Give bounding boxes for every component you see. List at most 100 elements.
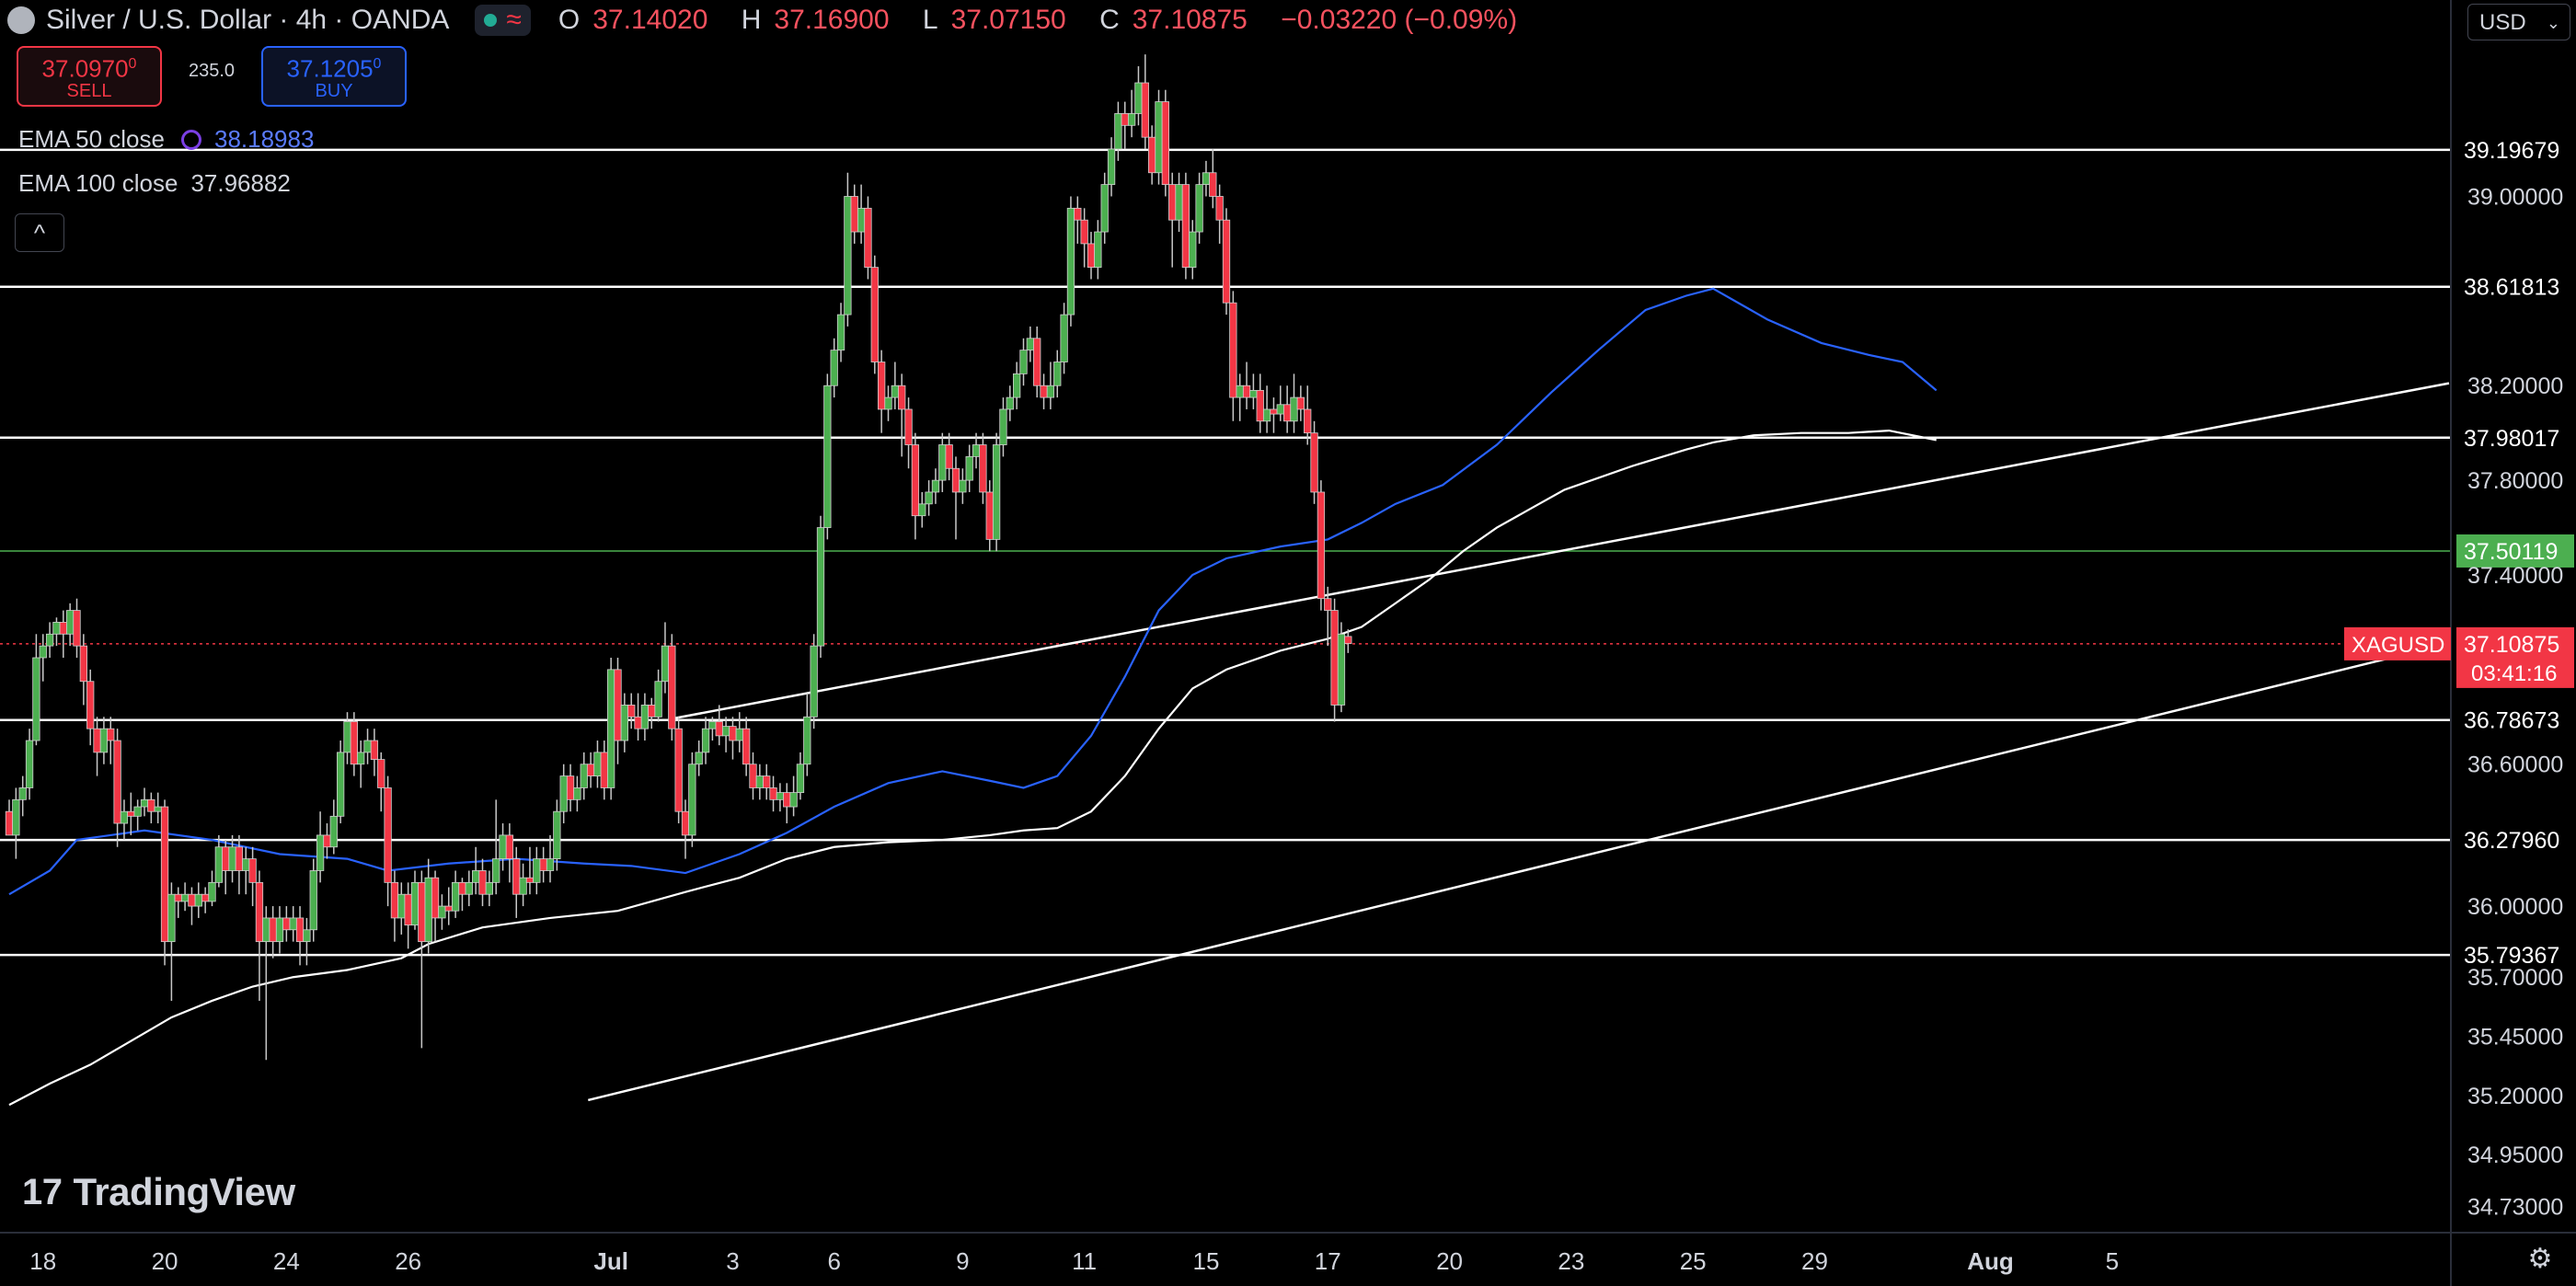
level-label: 38.61813 <box>2464 275 2559 301</box>
settings-icon[interactable]: ⚙ <box>2527 1244 2553 1274</box>
candle-body <box>309 870 317 931</box>
candle-body <box>390 881 399 919</box>
candle-body <box>1256 389 1264 422</box>
y-tick-label: 37.40000 <box>2467 563 2563 589</box>
x-tick-label: 15 <box>1192 1247 1219 1275</box>
candle-body <box>93 728 101 753</box>
y-tick-label: 35.70000 <box>2467 965 2563 991</box>
x-tick-label: Aug <box>1967 1247 2014 1275</box>
candle-body <box>1046 385 1055 398</box>
candle-body <box>1006 396 1014 410</box>
candle-body <box>951 467 960 493</box>
candle-body <box>830 350 838 386</box>
collapse-legend-button[interactable]: ^ <box>15 213 64 252</box>
candle-body <box>1262 408 1271 422</box>
x-tick-label: 25 <box>1680 1247 1707 1275</box>
buy-button[interactable]: 37.12050 BUY <box>261 46 407 107</box>
candle-body <box>648 705 656 718</box>
candle-body <box>1161 101 1169 186</box>
candle-body <box>12 798 20 836</box>
candle-body <box>1337 633 1346 706</box>
y-tick-label: 39.00000 <box>2467 184 2563 210</box>
candle-body <box>742 728 751 765</box>
x-tick-label: 20 <box>1436 1247 1463 1275</box>
candle-body <box>25 740 34 788</box>
candle-body <box>1242 385 1251 398</box>
candle-body <box>1175 184 1183 221</box>
candle-body <box>965 455 973 481</box>
y-tick-label: 34.95000 <box>2467 1142 2563 1168</box>
candle-body <box>1181 184 1190 269</box>
ema50-legend[interactable]: EMA 50 close 38.18983 <box>18 125 315 153</box>
candle-body <box>478 870 487 895</box>
candle-body <box>66 610 75 635</box>
x-tick-label: 20 <box>152 1247 178 1275</box>
candle-body <box>729 726 737 741</box>
candle-body <box>1094 231 1102 269</box>
ema100-legend[interactable]: EMA 100 close 37.96882 <box>18 169 291 197</box>
trendline <box>669 382 2450 721</box>
candle-body <box>999 408 1007 445</box>
x-tick-label: 6 <box>827 1247 840 1275</box>
sell-button[interactable]: 37.09700 SELL <box>17 46 162 107</box>
candle-body <box>959 479 967 493</box>
candle-body <box>1270 408 1278 415</box>
candle-body <box>911 444 920 517</box>
candle-body <box>1195 184 1203 233</box>
candle-body <box>735 728 743 741</box>
candle-body <box>275 917 284 943</box>
level-label-bg <box>2456 420 2574 454</box>
candle-body <box>972 444 981 457</box>
candle-body <box>1033 338 1041 386</box>
candle-body <box>1276 404 1284 415</box>
candle-body <box>1189 231 1197 269</box>
candle-body <box>870 267 879 362</box>
candle-body <box>1215 196 1224 221</box>
level-label: 39.19679 <box>2464 138 2559 164</box>
candle-body <box>73 610 81 647</box>
candle-body <box>1053 362 1062 386</box>
candle-body <box>776 792 785 800</box>
candle-body <box>363 740 372 753</box>
candle-body <box>1066 207 1075 316</box>
candle-body <box>755 775 764 788</box>
candle-body <box>992 444 1001 540</box>
candle-body <box>1100 184 1109 233</box>
candle-body <box>614 669 622 741</box>
candle-body <box>701 728 710 753</box>
candle-body <box>816 527 825 647</box>
market-open-dot-icon <box>484 14 498 27</box>
candle-body <box>343 721 351 753</box>
candle-body <box>931 479 940 493</box>
candle-body <box>674 728 683 812</box>
candle-body <box>377 759 385 788</box>
candle-body <box>133 806 142 817</box>
candle-body <box>796 764 805 794</box>
level-label-bg <box>2456 132 2574 166</box>
candle-body <box>654 681 662 718</box>
candle-body <box>323 834 331 848</box>
market-status[interactable]: ≈ <box>475 5 531 36</box>
currency-select[interactable]: USD ⌄ <box>2467 4 2570 40</box>
level-label-bg <box>2456 703 2574 737</box>
candle-body <box>295 917 305 943</box>
candle-body <box>1324 598 1332 611</box>
candle-body <box>1080 219 1088 245</box>
candle-body <box>661 645 670 683</box>
symbol-title[interactable]: Silver / U.S. Dollar · 4h · OANDA <box>46 5 450 35</box>
candle-body <box>397 893 406 919</box>
candle-body <box>424 877 432 943</box>
candle-body <box>1229 302 1237 398</box>
candle-body <box>1155 101 1163 174</box>
candle-body <box>235 846 244 871</box>
candle-body <box>201 893 210 902</box>
candle-body <box>533 858 541 883</box>
tradingview-logo[interactable]: 17 TradingView <box>22 1170 295 1213</box>
candle-body <box>188 893 196 907</box>
candle-body <box>1236 385 1244 398</box>
candle-body <box>898 385 906 410</box>
candle-body <box>634 716 642 729</box>
x-tick-label: 18 <box>29 1247 56 1275</box>
candle-body <box>803 716 811 765</box>
